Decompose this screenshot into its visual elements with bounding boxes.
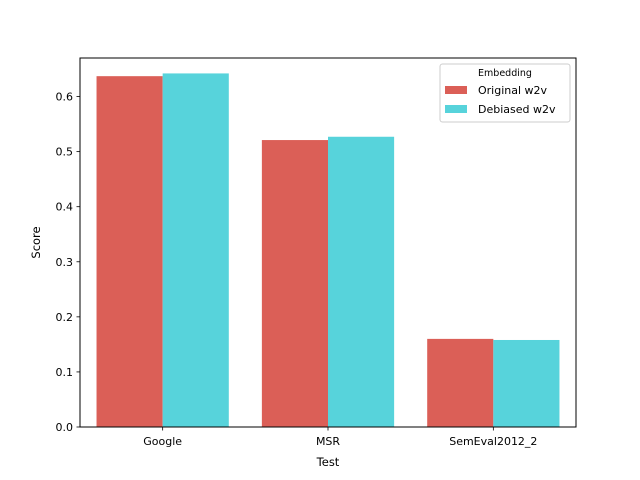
bar-debiased-w2v-msr (328, 136, 395, 427)
y-tick-label: 0.5 (56, 146, 74, 159)
y-tick-label: 0.3 (56, 256, 74, 269)
bar-original-w2v-semeval2012_2 (427, 338, 494, 427)
y-tick-label: 0.0 (56, 421, 74, 434)
y-tick-label: 0.4 (56, 201, 74, 214)
legend-swatch-1 (445, 105, 467, 113)
legend-label-0: Original w2v (478, 84, 548, 97)
legend-box (439, 63, 571, 123)
y-tick-label: 0.1 (56, 366, 74, 379)
x-axis-title: Test (316, 455, 340, 469)
x-tick-label: Google (143, 435, 182, 448)
legend-title: Embedding (478, 68, 532, 79)
x-tick-label: SemEval2012_2 (449, 435, 537, 448)
bars-group (96, 73, 560, 428)
x-tick-label: MSR (316, 435, 340, 448)
legend-swatch-0 (445, 86, 467, 94)
bar-original-w2v-google (96, 76, 163, 428)
axes-group: 0.0 0.1 0.2 0.3 0.4 0.5 0.6 Google MSR SemEval201… (29, 57, 577, 469)
bar-debiased-w2v-semeval2012_2 (493, 339, 560, 427)
bar-debiased-w2v-google (162, 73, 229, 428)
y-tick-label: 0.6 (56, 91, 74, 104)
legend: Embedding Original w2v Debiased w2v (439, 63, 571, 123)
y-axis-title: Score (29, 226, 43, 258)
y-tick-label: 0.2 (56, 311, 74, 324)
bar-original-w2v-msr (261, 140, 328, 427)
legend-label-1: Debiased w2v (478, 103, 556, 116)
